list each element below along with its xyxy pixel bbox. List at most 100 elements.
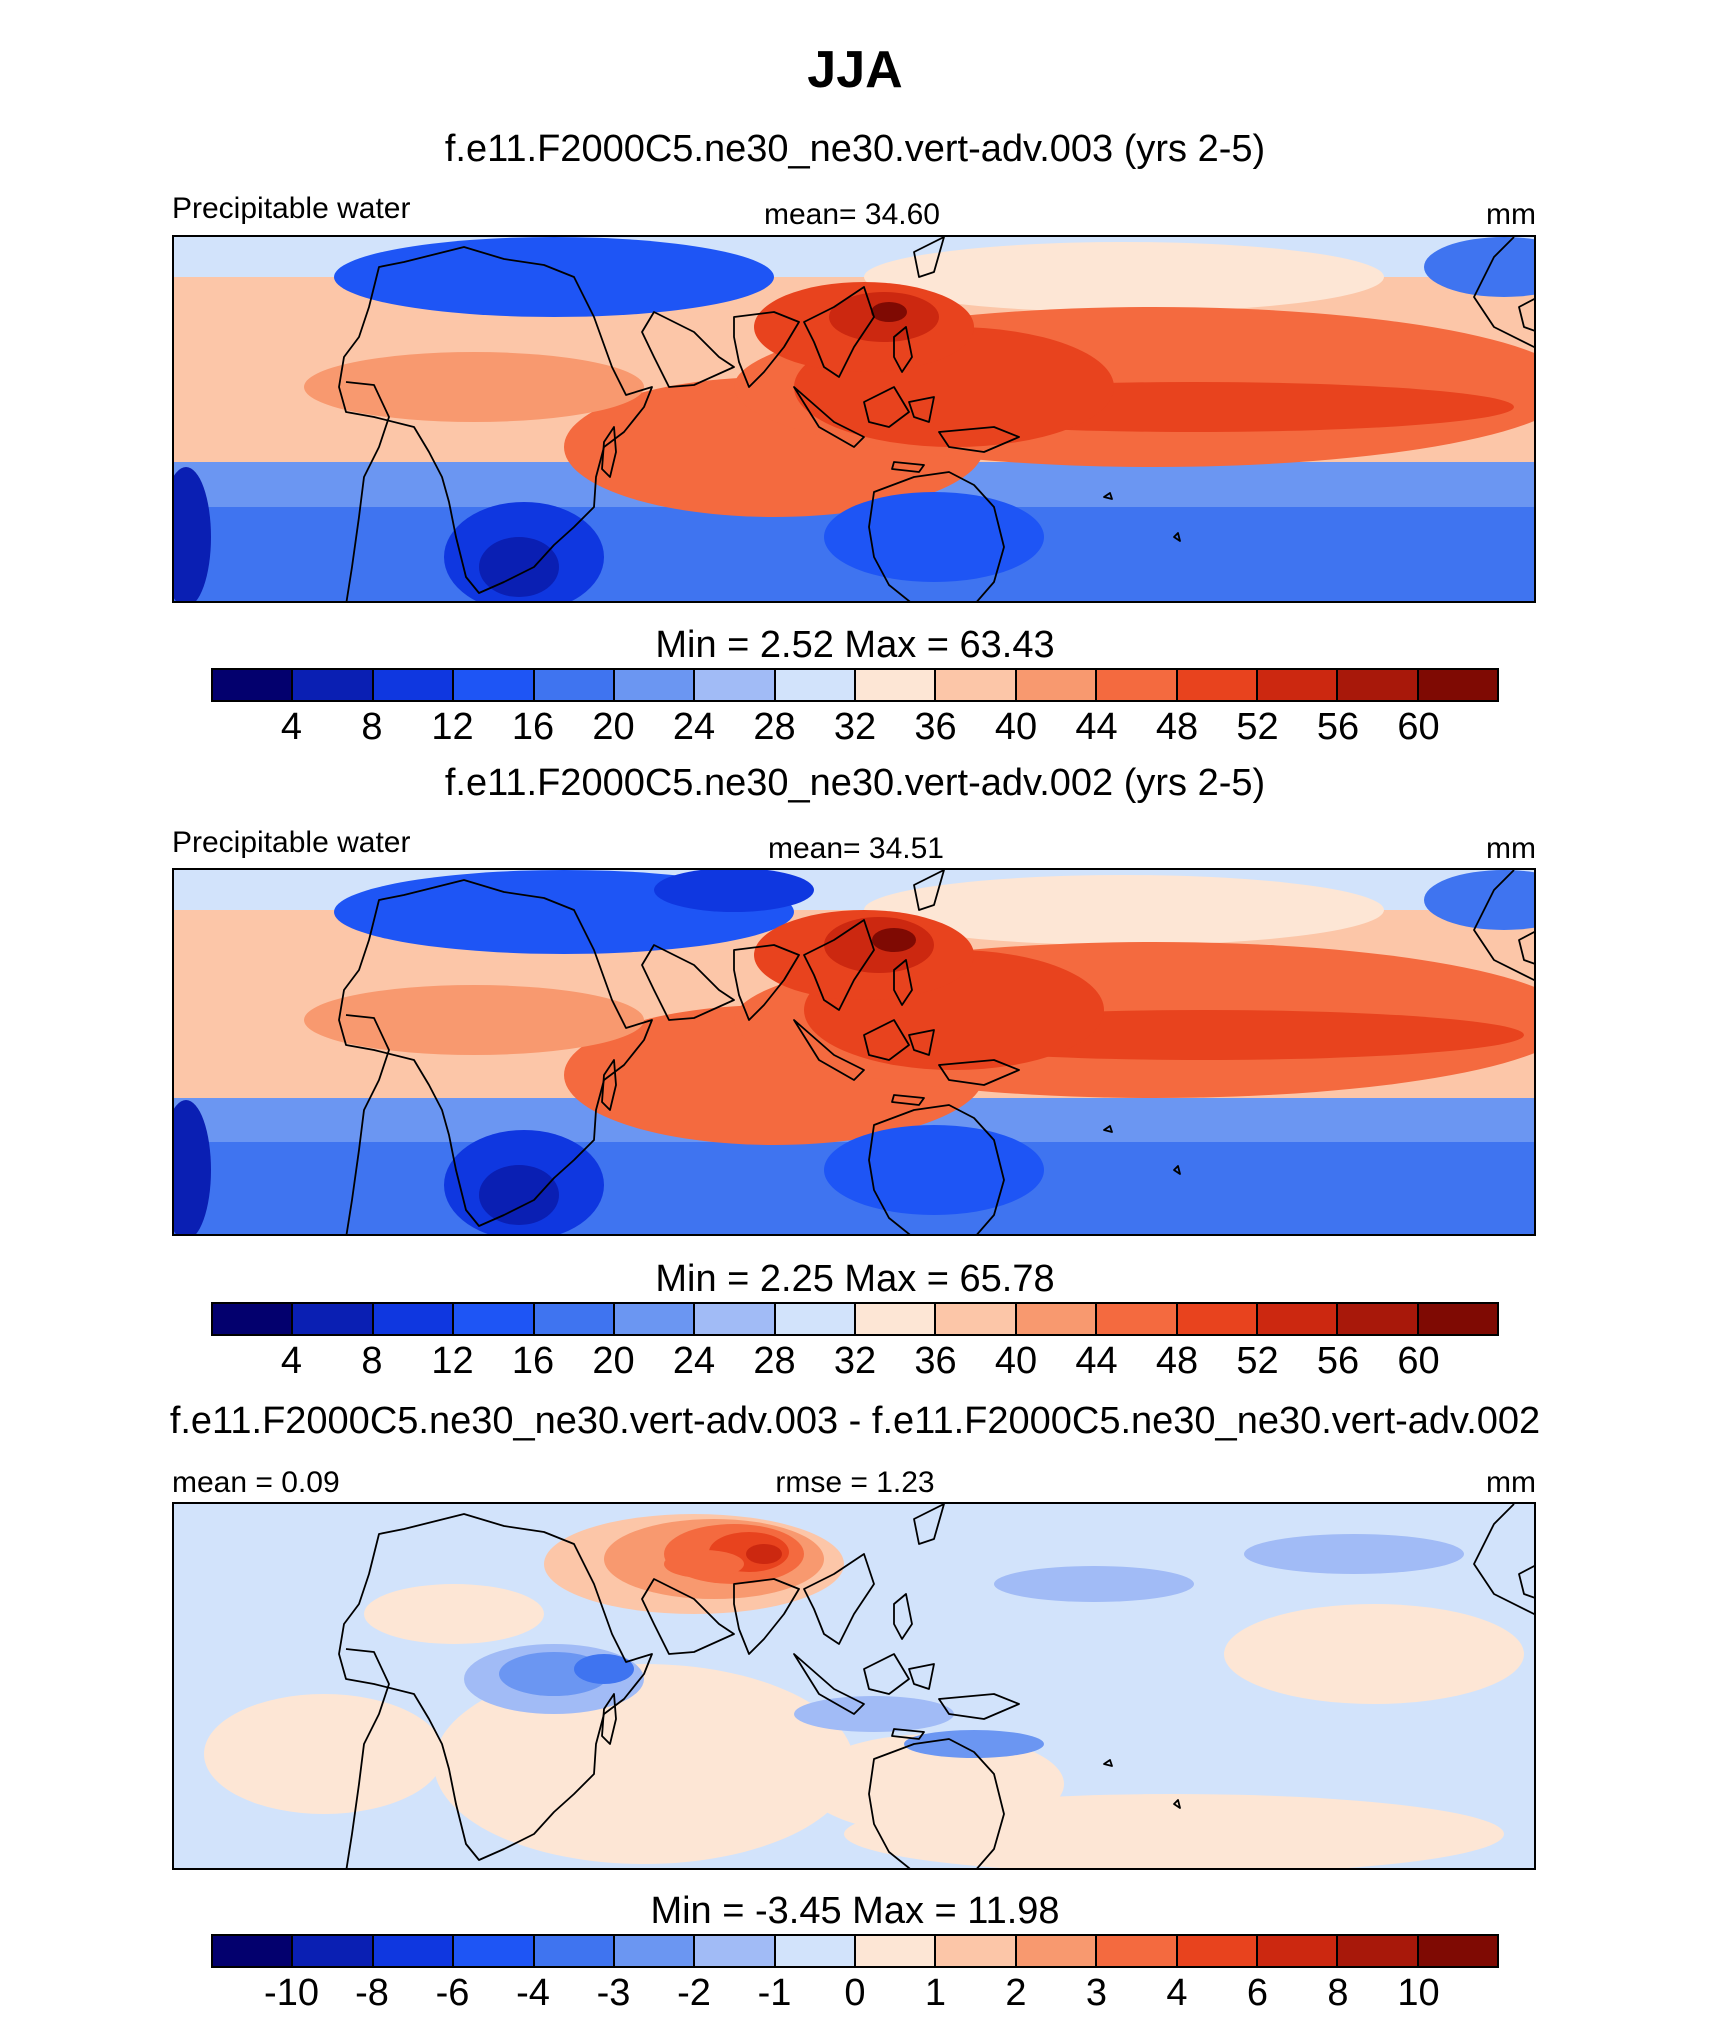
panel-2-colorbar-swatch [856,1304,937,1334]
panel-2-colorbar-swatch [373,1304,455,1334]
tick-label: 4 [280,706,303,748]
tick-label: 0 [844,1972,866,2014]
panel-2-colorbar-swatch [1097,1304,1178,1334]
tick-label: 52 [1236,1340,1279,1382]
panel-2-colorbar-swatch [936,1304,1017,1334]
tick-label: 28 [753,1340,796,1382]
tick-label: 44 [1075,1340,1118,1382]
panel-1-colorbar-swatch [614,670,696,700]
tick-label: 8 [361,1340,383,1382]
panel-3-colorbar-swatch [1016,1936,1098,1966]
tick-label: 44 [1075,706,1118,748]
panel-1-colorbar-swatch [1177,670,1258,700]
panel-1-colorbar-swatch [936,670,1017,700]
panel-3-colorbar [211,1934,1499,1968]
tick-label: 3 [1085,1972,1108,2014]
panel-2-colorbar-swatch [1257,1304,1339,1334]
panel-3-colorbar-swatch [1418,1936,1497,1966]
panel-3-colorbar-swatch [454,1936,535,1966]
tick-label: 12 [431,706,474,748]
tick-label: 32 [833,1340,877,1382]
panel-2-colorbar-swatch [1016,1304,1098,1334]
tick-label: 48 [1155,1340,1199,1382]
panel-2-units-label: mm [1486,832,1536,865]
panel-2-colorbar-swatch [1177,1304,1258,1334]
tick-label: 1 [924,1972,947,2014]
panel-3-colorbar-ticks: -10 -8 -6 -4 -3 -2 -1 0 1 2 3 4 6 8 10 [211,1972,1499,2016]
tick-label: 8 [1327,1972,1349,2014]
panel-2-variable-label: Precipitable water [172,826,411,859]
panel-2-colorbar-swatch [614,1304,696,1334]
tick-label: -8 [355,1972,389,2014]
tick-label: 4 [280,1340,303,1382]
panel-2-colorbar-swatch [534,1304,615,1334]
panel-3-rmse-label: rmse = 1.23 [775,1466,935,1499]
panel-3-mean-label: mean = 0.09 [172,1466,340,1499]
panel-1-variable-label: Precipitable water [172,192,411,225]
panel-1-mean-label: mean= 34.60 [764,198,940,231]
tick-label: 4 [1166,1972,1188,2014]
tick-label: 36 [914,706,957,748]
panel-3-colorbar-swatch [1097,1936,1178,1966]
panel-3-colorbar-swatch [695,1936,776,1966]
tick-label: 40 [994,706,1038,748]
panel-2-mean-label: mean= 34.51 [768,832,944,865]
panel-2-map [172,868,1536,1236]
figure-title: JJA [807,41,903,99]
tick-label: 8 [361,706,383,748]
tick-label: -3 [596,1972,631,2014]
tick-label: 24 [672,706,716,748]
panel-1-colorbar-swatch [1338,670,1419,700]
tick-label: 16 [511,706,555,748]
panel-2-colorbar-swatch [293,1304,374,1334]
panel-2-colorbar-swatch [213,1304,294,1334]
panel-3-colorbar-swatch [936,1936,1017,1966]
panel-1-minmax: Min = 2.52 Max = 63.43 [655,624,1055,666]
panel-2-colorbar-ticks: 4 8 12 16 20 24 28 32 36 40 44 48 52 56 … [211,1340,1499,1384]
panel-3-case-title: f.e11.F2000C5.ne30_ne30.vert-adv.003 - f… [169,1400,1541,1442]
tick-label: 10 [1397,1972,1440,2014]
panel-3-minmax: Min = -3.45 Max = 11.98 [650,1890,1060,1932]
panel-1-colorbar-swatch [534,670,615,700]
tick-label: -4 [516,1972,550,2014]
tick-label: -2 [677,1972,711,2014]
panel-3-colorbar-swatch [1177,1936,1258,1966]
tick-label: 36 [914,1340,957,1382]
panel-2-colorbar-swatch [1338,1304,1419,1334]
tick-label: -1 [757,1972,792,2014]
tick-label: 20 [592,706,635,748]
tick-label: 48 [1155,706,1199,748]
panel-3-colorbar-swatch [614,1936,696,1966]
tick-label: 28 [753,706,796,748]
tick-label: 2 [1005,1972,1027,2014]
panel-2-minmax: Min = 2.25 Max = 65.78 [655,1258,1055,1300]
panel-1-colorbar-swatch [454,670,535,700]
panel-2-colorbar-swatch [1418,1304,1497,1334]
panel-1-units-label: mm [1486,198,1536,231]
tick-label: -10 [264,1972,319,2014]
panel-1-colorbar-swatch [695,670,776,700]
panel-3-colorbar-swatch [1257,1936,1339,1966]
tick-label: 32 [833,706,877,748]
panel-1-colorbar-swatch [213,670,294,700]
panel-3-map [172,1502,1536,1870]
tick-label: 60 [1397,706,1440,748]
panel-1-colorbar-swatch [1016,670,1098,700]
tick-label: -6 [435,1972,470,2014]
panel-1-map [172,235,1536,603]
tick-label: 24 [672,1340,716,1382]
panel-2-colorbar-swatch [695,1304,776,1334]
panel-1-colorbar-swatch [373,670,455,700]
tick-label: 60 [1397,1340,1440,1382]
panel-2-colorbar [211,1302,1499,1336]
panel-1-colorbar-ticks: 4 8 12 16 20 24 28 32 36 40 44 48 52 56 … [211,706,1499,750]
panel-3-colorbar-swatch [1338,1936,1419,1966]
panel-3-units-label: mm [1486,1466,1536,1499]
panel-3-colorbar-swatch [213,1936,294,1966]
panel-1-colorbar-swatch [1097,670,1178,700]
panel-1-colorbar-swatch [775,670,856,700]
panel-3-colorbar-swatch [856,1936,937,1966]
tick-label: 56 [1316,1340,1360,1382]
panel-3-colorbar-swatch [373,1936,455,1966]
panel-1-colorbar [211,668,1499,702]
